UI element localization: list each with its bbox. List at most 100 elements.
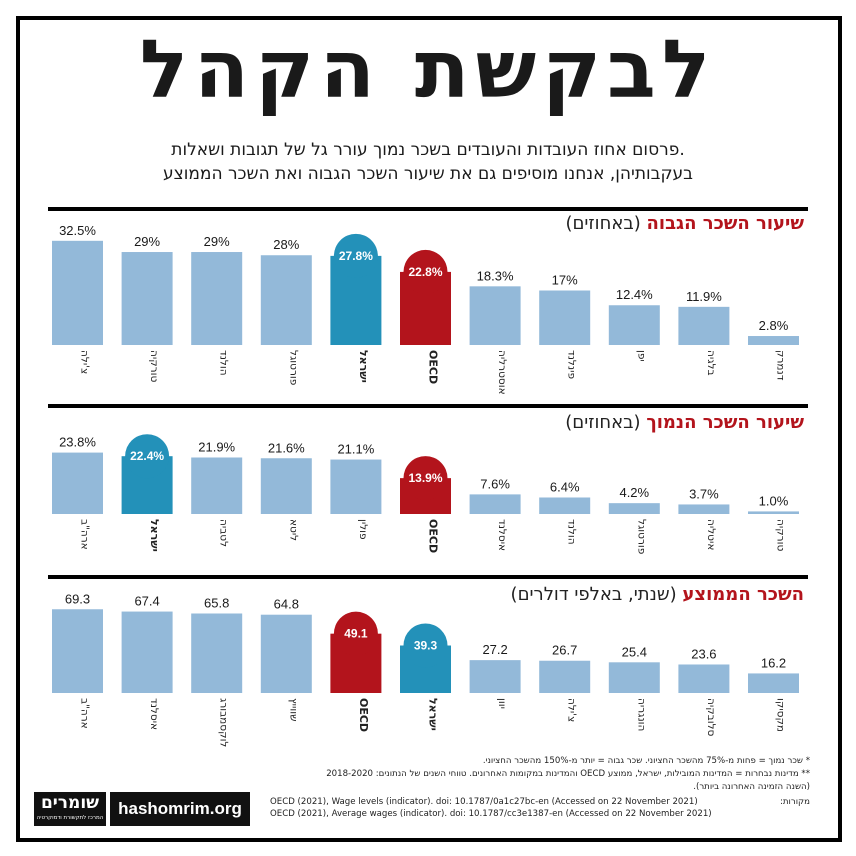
value-label-3-5: 39.3 (414, 639, 438, 653)
subtitle-line-2: בעקבותיהן, אנחנו מוסיפים גם את שיעור השכ… (163, 164, 693, 184)
category-label-3-1: איסלנד (148, 698, 160, 730)
highlight-circle-2-1 (125, 434, 170, 479)
value-label-2-7: 6.4% (550, 479, 580, 494)
category-label-2-8: פורטוגל (635, 519, 647, 554)
category-label-2-9: איטליה (705, 519, 717, 550)
value-label-1-5: 22.8% (408, 265, 442, 279)
highlight-circle-1-5 (403, 249, 448, 294)
value-label-3-7: 26.7 (552, 643, 577, 658)
category-label-3-7: צ'ילה (566, 698, 578, 722)
value-label-2-8: 4.2% (619, 485, 649, 500)
panel-2-title-text: שיעור השכר הנמוך (646, 412, 804, 433)
value-label-3-2: 65.8 (204, 595, 229, 610)
value-label-3-0: 69.3 (65, 591, 90, 606)
category-label-2-10: טורקיה (775, 519, 787, 551)
bar-1-1 (121, 252, 173, 345)
category-label-3-6: יוון (496, 698, 508, 709)
category-label-3-3: שווייץ (287, 698, 299, 722)
value-label-1-9: 11.9% (686, 289, 722, 304)
category-label-2-4: פולין (357, 519, 369, 540)
category-label-1-6: אוסטרליה (496, 350, 508, 395)
value-label-3-6: 27.2 (482, 642, 507, 657)
panel-1-unit: (באחוזים) (565, 213, 641, 234)
category-label-3-0: ארה"ב (79, 698, 91, 729)
bar-2-10 (748, 511, 799, 514)
bar-3-9 (678, 664, 730, 693)
value-label-2-6: 7.6% (480, 476, 510, 491)
bar-1-10 (748, 336, 799, 345)
bar-3-8 (608, 662, 660, 693)
panel-2-title: שיעור השכר הנמוך (באחוזים) (565, 412, 804, 433)
category-label-3-10: מקסיקו (775, 698, 787, 732)
value-label-2-2: 21.9% (198, 439, 235, 454)
value-label-2-5: 13.9% (408, 471, 442, 485)
poster-title: לבקשת הקהל (139, 23, 717, 116)
bar-1-6 (469, 286, 521, 345)
category-label-1-2: הולנד (218, 350, 230, 376)
category-label-1-3: פורטוגל (287, 350, 299, 385)
bar-2-8 (608, 503, 660, 514)
category-label-2-1: ישראל (148, 519, 161, 552)
value-label-1-3: 28% (273, 237, 299, 252)
bar-3-7 (539, 660, 591, 693)
value-label-3-10: 16.2 (761, 655, 786, 670)
category-label-1-5: OECD (427, 350, 440, 384)
bar-1-9 (678, 306, 730, 345)
panel-3-unit: (שנתי, באלפי דולרים) (510, 584, 677, 605)
category-label-1-4: ישראל (357, 350, 370, 383)
bar-1-2 (191, 252, 243, 345)
bar-2-7 (539, 497, 591, 514)
bar-3-10 (748, 673, 799, 693)
panel-1-rule (48, 207, 808, 211)
category-label-1-10: דנמרק (775, 350, 787, 381)
poster-frame (16, 16, 842, 842)
bar-3-1 (121, 611, 173, 693)
category-label-3-4: OECD (357, 698, 370, 732)
value-label-3-3: 64.8 (274, 597, 299, 612)
bar-1-3 (260, 255, 312, 345)
bar-2-2 (191, 457, 243, 514)
highlight-circle-3-4 (333, 611, 378, 656)
footnote-1: * שכר נמוך = פחות מ-75% מהשכר החציוני. ש… (482, 756, 810, 766)
highlight-circle-2-5 (403, 456, 448, 501)
bar-3-2 (191, 613, 243, 693)
category-label-2-0: ארה"ב (79, 519, 91, 550)
bar-2-9 (678, 504, 730, 514)
footnote-2: ** מדינות נבחרות = המדינות המובילות, ישר… (326, 769, 810, 779)
bar-2-3 (260, 458, 312, 514)
footnotes: * שכר נמוך = פחות מ-75% מהשכר החציוני. ש… (270, 755, 810, 794)
panel-1-title-text: שיעור השכר הגבוה (646, 213, 804, 234)
value-label-2-4: 21.1% (337, 442, 374, 457)
bar-3-3 (260, 614, 312, 693)
category-label-3-5: ישראל (427, 698, 440, 731)
bar-2-4 (330, 459, 382, 514)
highlight-circle-1-4 (333, 233, 378, 278)
value-label-2-3: 21.6% (268, 440, 305, 455)
panel-2-unit: (באחוזים) (565, 412, 641, 433)
value-label-1-0: 32.5% (59, 223, 96, 238)
category-label-3-8: הונגריה (635, 698, 647, 731)
category-label-2-6: איסלנד (496, 519, 508, 551)
category-label-2-5: OECD (427, 519, 440, 553)
shomrim-logo: שומרים המרכז לתקשורת ודמוקרטיה (34, 792, 106, 826)
category-label-2-3: ליטא (287, 519, 299, 541)
site-link[interactable]: hashomrim.org (110, 792, 250, 826)
bar-2-0 (52, 452, 103, 514)
value-label-2-9: 3.7% (689, 486, 719, 501)
bar-2-6 (469, 494, 521, 514)
value-label-3-4: 49.1 (344, 627, 368, 641)
source-1: OECD (2021), Wage levels (indicator). do… (270, 797, 698, 807)
source-2: OECD (2021), Average wages (indicator). … (270, 809, 712, 819)
value-label-1-7: 17% (552, 273, 578, 288)
bar-3-6 (469, 660, 521, 693)
category-label-1-1: טורקיה (148, 350, 160, 382)
bar-3-0 (52, 609, 103, 693)
category-label-1-9: בלגיה (705, 350, 717, 376)
value-label-1-1: 29% (134, 234, 160, 249)
value-label-1-6: 18.3% (477, 268, 514, 283)
value-label-2-10: 1.0% (759, 493, 789, 508)
bar-1-8 (608, 305, 660, 345)
bar-1-7 (539, 290, 591, 345)
category-label-1-8: יפן (635, 350, 647, 362)
